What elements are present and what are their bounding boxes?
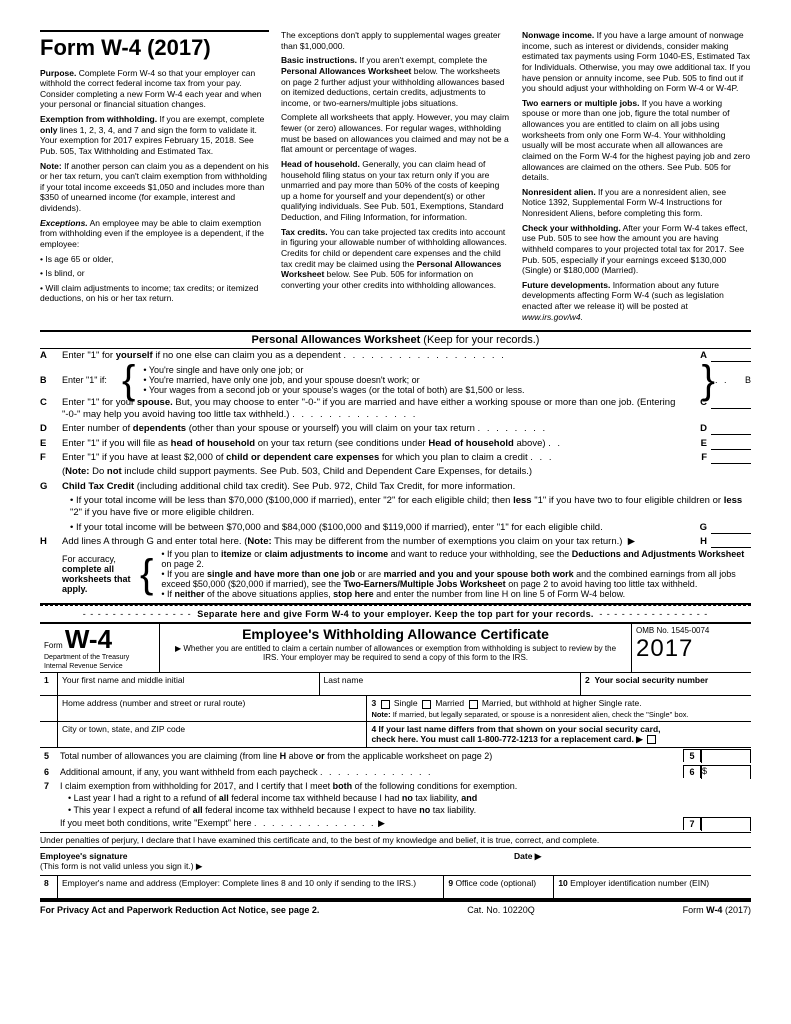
box-c[interactable] [711,397,751,409]
box-e[interactable] [711,438,751,450]
b-opt1: • You're single and have only one job; o… [135,365,701,375]
ssn-field[interactable]: 2 Your social security number [581,673,751,695]
c2p1: The exceptions don't apply to supplement… [281,30,510,51]
brace-icon: { [122,364,135,396]
p-exceptions: Exceptions. An employee may be able to c… [40,218,269,250]
p-purpose: Purpose. Complete Form W-4 so that your … [40,68,269,111]
c3p4: Check your withholding. After your Form … [522,223,751,276]
c3p3: Nonresident alien. If you are a nonresid… [522,187,751,219]
b-opt2: • You're married, have only one job, and… [135,375,701,385]
first-name-field[interactable]: Your first name and middle initial [58,673,320,695]
single-checkbox[interactable] [381,700,390,709]
col-3: Nonwage income. If you have a large amou… [522,30,751,326]
line6-box[interactable]: $ [701,765,751,779]
col-1: Form W-4 (2017) Purpose. Complete Form W… [40,30,269,326]
footer: For Privacy Act and Paperwork Reduction … [40,900,751,915]
c3p5: Future developments. Information about a… [522,280,751,323]
paw-title: Personal Allowances Worksheet (Keep for … [40,332,751,349]
line5-box[interactable] [701,749,751,763]
w4-form: Form W-4 Department of the Treasury Inte… [40,622,751,899]
col-2: The exceptions don't apply to supplement… [281,30,510,326]
f-note: (Note: Do not include child support paym… [62,466,751,478]
separator: Separate here and give Form W-4 to your … [40,605,751,622]
b-opt3: • Your wages from a second job or your s… [135,385,701,395]
married-checkbox[interactable] [422,700,431,709]
c2p4: Head of household. Generally, you can cl… [281,159,510,223]
brace-icon: } [702,364,715,396]
c2p3: Complete all worksheets that apply. Howe… [281,112,510,155]
city-field[interactable]: City or town, state, and ZIP code [58,722,367,747]
brace-icon: { [140,558,153,590]
p-note: Note: If another person can claim you as… [40,161,269,214]
b1: • Is age 65 or older, [40,254,269,265]
c3p2: Two earners or multiple jobs. If you hav… [522,98,751,183]
paw-body: AEnter "1" for yourself if no one else c… [40,349,751,605]
form-title: Form W-4 (2017) [40,30,269,62]
form-id: Form W-4 Department of the Treasury Inte… [40,624,160,672]
box-d[interactable] [711,423,751,435]
c2p5: Tax credits. You can take projected tax … [281,227,510,291]
line7-box[interactable] [701,817,751,831]
c2p2: Basic instructions. If you aren't exempt… [281,55,510,108]
b2: • Is blind, or [40,268,269,279]
address-field[interactable]: Home address (number and street or rural… [58,696,367,720]
married-single-checkbox[interactable] [469,700,478,709]
employer-field[interactable]: Employer's name and address (Employer: C… [58,876,444,898]
box-a[interactable] [711,350,751,362]
perjury-text: Under penalties of perjury, I declare th… [40,833,751,847]
box-h[interactable] [711,536,751,548]
name-differs-checkbox[interactable] [647,735,656,744]
last-name-field[interactable]: Last name [320,673,582,695]
p-exemption: Exemption from withholding. If you are e… [40,114,269,157]
instructions-columns: Form W-4 (2017) Purpose. Complete Form W… [40,30,751,332]
c3p1: Nonwage income. If you have a large amou… [522,30,751,94]
box-g[interactable] [711,522,751,534]
form-cert-title: Employee's Withholding Allowance Certifi… [160,624,631,672]
omb-year: OMB No. 1545-0074 2017 [631,624,751,672]
b3: • Will claim adjustments to income; tax … [40,283,269,304]
box-f[interactable] [711,452,751,464]
